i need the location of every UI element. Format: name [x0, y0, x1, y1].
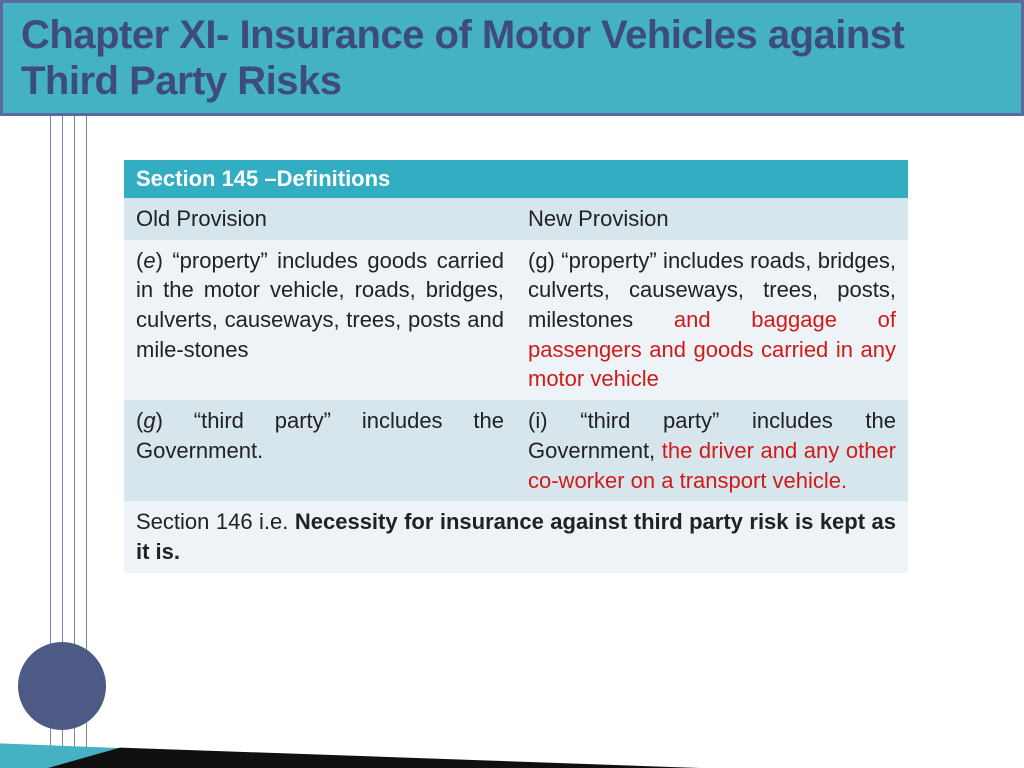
cell-old-g: (g) “third party” includes the Governmen…: [124, 400, 516, 501]
accent-circle: [18, 642, 106, 730]
cell-new-g: (g) “property” includes roads, bridges, …: [516, 240, 908, 400]
table-header: Section 145 –Definitions: [124, 160, 908, 198]
content-area: Section 145 –Definitions Old Provision N…: [124, 160, 908, 573]
definitions-table: Section 145 –Definitions Old Provision N…: [124, 160, 908, 573]
title-bar: Chapter XI- Insurance of Motor Vehicles …: [0, 0, 1024, 116]
table-subheader-row: Old Provision New Provision: [124, 198, 908, 240]
cell-old-e: (e) “property” includes goods carried in…: [124, 240, 516, 400]
corner-triangles: [0, 608, 1024, 768]
page-title: Chapter XI- Insurance of Motor Vehicles …: [21, 12, 1003, 104]
cell-new-i: (i) “third party” includes the Governmen…: [516, 400, 908, 501]
table-footer-row: Section 146 i.e. Necessity for insurance…: [124, 501, 908, 572]
triangle-teal: [0, 743, 640, 768]
table-header-row: Section 145 –Definitions: [124, 160, 908, 198]
triangle-black: [48, 748, 700, 768]
table-footer: Section 146 i.e. Necessity for insurance…: [124, 501, 908, 572]
col-old: Old Provision: [124, 198, 516, 240]
table-row: (e) “property” includes goods carried in…: [124, 240, 908, 400]
table-row: (g) “third party” includes the Governmen…: [124, 400, 908, 501]
col-new: New Provision: [516, 198, 908, 240]
